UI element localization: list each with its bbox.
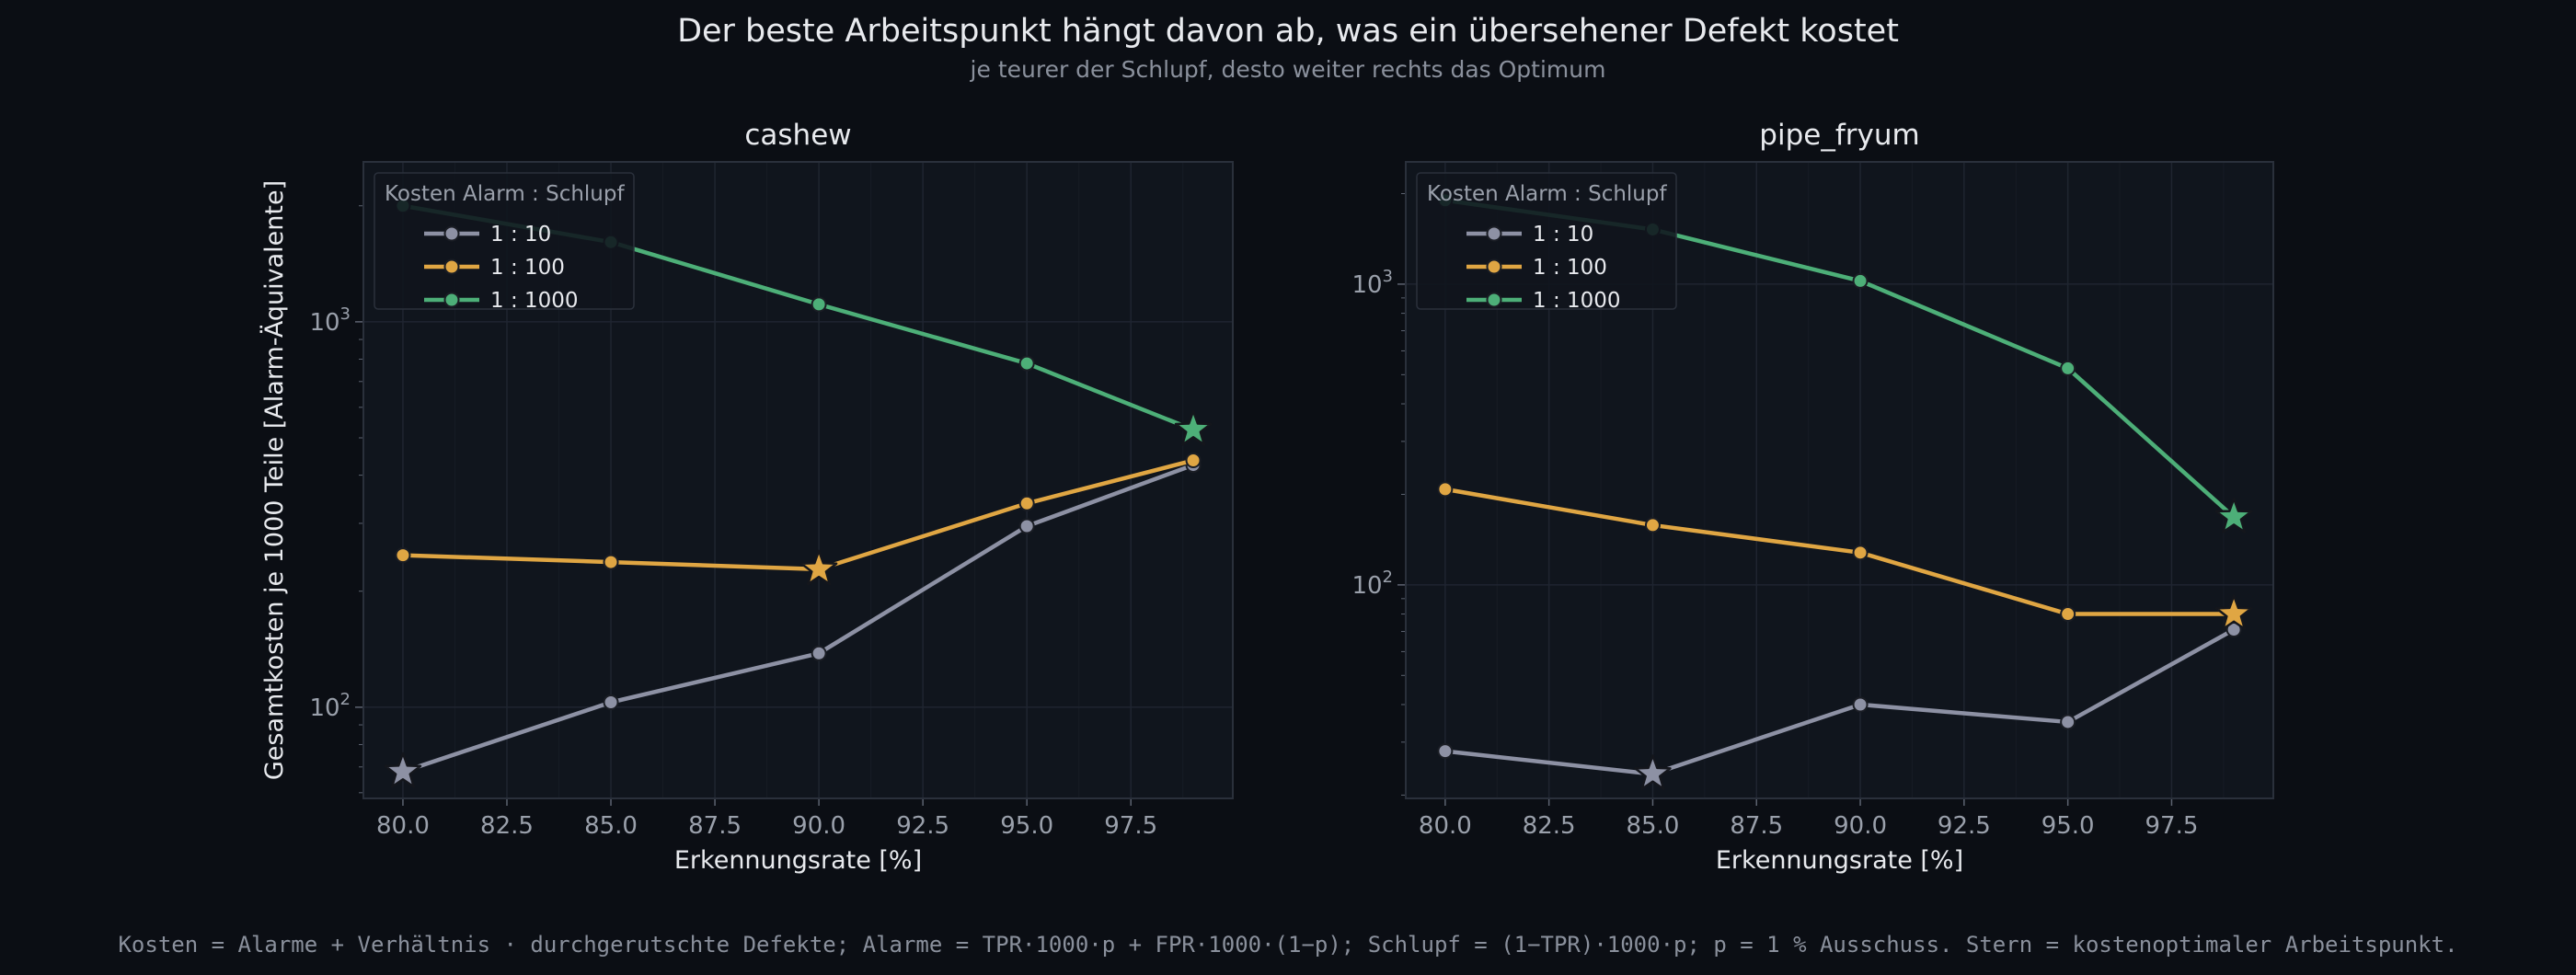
x-tick-label: 82.5: [1523, 812, 1576, 840]
x-axis-label: Erkennungsrate [%]: [674, 846, 922, 875]
x-tick-label: 97.5: [2145, 812, 2199, 840]
optimum-star-marker: [2214, 594, 2253, 630]
legend-entry-label: 1 : 10: [1533, 223, 1593, 247]
optimum-star-marker: [384, 751, 422, 788]
plot-frame: [362, 161, 1234, 799]
x-axis-label: Erkennungsrate [%]: [1716, 846, 1963, 875]
data-point: [1018, 518, 1035, 534]
x-tick-label: 85.0: [1627, 812, 1680, 840]
optimum-star-marker: [1634, 754, 1672, 790]
legend-swatch-marker: [443, 258, 460, 275]
chart-title: Der beste Arbeitspunkt hängt davon ab, w…: [677, 13, 1899, 50]
x-tick-label: 87.5: [688, 812, 742, 840]
x-tick-label: 90.0: [1834, 812, 1887, 840]
x-tick-label: 85.0: [584, 812, 638, 840]
data-point: [2060, 714, 2076, 730]
series-1: [395, 453, 1202, 586]
data-point: [1852, 696, 1869, 713]
legend-entry-label: 1 : 100: [490, 256, 565, 280]
data-point: [1644, 517, 1661, 533]
plot-frame: [1405, 161, 2274, 799]
legend-entry-label: 1 : 1000: [1533, 289, 1621, 313]
series-0: [1437, 622, 2242, 790]
legend-swatch-marker: [1486, 258, 1502, 275]
x-tick-label: 90.0: [792, 812, 845, 840]
panel-title: cashew: [744, 119, 851, 152]
data-point: [2060, 606, 2076, 623]
x-tick-label: 95.0: [2041, 812, 2095, 840]
data-point: [1852, 272, 1869, 289]
y-axis-label: Gesamtkosten je 1000 Teile [Alarm-Äquiva…: [259, 180, 289, 780]
x-tick-label: 80.0: [376, 812, 430, 840]
legend-entry-label: 1 : 10: [490, 223, 551, 247]
series-0: [384, 457, 1202, 788]
legend-swatch-marker: [443, 292, 460, 308]
panel-title: pipe_fryum: [1759, 119, 1919, 152]
legend-entry-label: 1 : 1000: [490, 289, 579, 313]
data-point: [1018, 495, 1035, 511]
x-tick-label: 82.5: [480, 812, 534, 840]
x-tick-label: 95.0: [1000, 812, 1053, 840]
chart-subtitle: je teurer der Schlupf, desto weiter rech…: [970, 56, 1606, 83]
chart-panel-0: 80.0 82.5 85.0 87.5 90.0 92.5 95.0 97.5102103ca…: [259, 119, 1234, 875]
x-tick-label: 97.5: [1104, 812, 1157, 840]
data-point: [1437, 743, 1454, 760]
data-point: [811, 296, 827, 313]
optimum-star-marker: [799, 549, 838, 586]
x-tick-label: 80.0: [1419, 812, 1472, 840]
data-point: [1437, 481, 1454, 498]
series-1: [1437, 481, 2253, 630]
chart-panel-1: 80.0 82.5 85.0 87.5 90.0 92.5 95.0 97.5102103pi…: [1351, 119, 2274, 875]
optimum-star-marker: [1174, 409, 1213, 446]
x-tick-label: 92.5: [896, 812, 949, 840]
x-tick-label: 92.5: [1938, 812, 1991, 840]
data-point: [603, 694, 619, 710]
x-tick-label: 87.5: [1730, 812, 1783, 840]
legend-title: Kosten Alarm : Schlupf: [1427, 182, 1667, 206]
legend: Kosten Alarm : Schlupf 1 : 10 1 : 100 1 : 1…: [1416, 172, 1677, 313]
data-point: [811, 645, 827, 661]
optimum-star-marker: [2214, 497, 2253, 533]
legend-swatch-marker: [443, 225, 460, 242]
data-point: [2060, 360, 2076, 376]
legend-swatch-marker: [1486, 292, 1502, 308]
legend-box: [374, 172, 635, 310]
legend: Kosten Alarm : Schlupf 1 : 10 1 : 100 1 : 1…: [374, 172, 635, 313]
legend-title: Kosten Alarm : Schlupf: [385, 182, 625, 206]
data-point: [1185, 453, 1202, 469]
data-point: [603, 554, 619, 570]
footnote: Kosten = Alarme + Verhältnis · durchgeru…: [118, 932, 2457, 958]
data-point: [1018, 355, 1035, 372]
data-point: [1852, 545, 1869, 561]
data-point: [395, 547, 411, 564]
panels: 80.0 82.5 85.0 87.5 90.0 92.5 95.0 97.5102103ca…: [259, 119, 2274, 875]
legend-swatch-marker: [1486, 225, 1502, 242]
legend-entry-label: 1 : 100: [1533, 256, 1607, 280]
legend-box: [1416, 172, 1677, 310]
